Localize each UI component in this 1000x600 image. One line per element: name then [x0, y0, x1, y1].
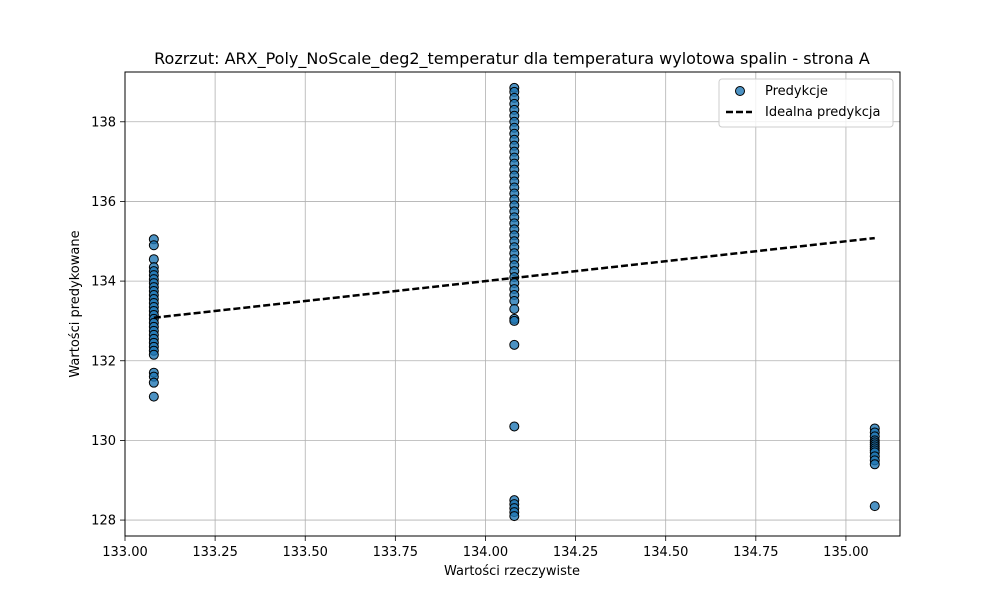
scatter-point	[148, 391, 159, 402]
legend-label-ideal: Idealna predykcja	[765, 105, 881, 120]
legend-label-predictions: Predykcje	[765, 84, 828, 99]
scatter-point	[509, 421, 520, 432]
x-tick-label: 134.75	[733, 545, 779, 560]
x-axis-label: Wartości rzeczywiste	[444, 564, 580, 579]
scatter-point	[148, 349, 159, 360]
legend: Predykcje Idealna predykcja	[718, 78, 894, 128]
y-tick-label: 134	[91, 275, 116, 290]
scatter-point	[148, 240, 159, 251]
axis-ticks: 133.00 133.25 133.50 133.75 134.00 134.25 134.…	[91, 115, 869, 560]
x-tick-label: 135.00	[823, 545, 869, 560]
scatter-point	[509, 339, 520, 350]
scatter-point	[869, 459, 880, 470]
x-tick-label: 133.50	[282, 545, 328, 560]
x-tick-label: 133.25	[192, 545, 238, 560]
scatter-point	[869, 501, 880, 512]
plot-data	[148, 82, 880, 522]
legend-box	[718, 78, 894, 128]
scatter-point	[509, 303, 520, 314]
ideal-prediction-line	[153, 236, 875, 319]
y-tick-label: 130	[91, 434, 116, 449]
x-tick-label: 133.00	[102, 545, 148, 560]
y-tick-label: 132	[91, 354, 116, 369]
x-tick-label: 134.25	[553, 545, 599, 560]
x-tick-label: 134.50	[643, 545, 689, 560]
x-tick-label: 133.75	[373, 545, 419, 560]
y-tick-label: 136	[91, 195, 116, 210]
scatter-point	[509, 315, 520, 326]
y-tick-label: 138	[91, 115, 116, 130]
scatter-point	[509, 511, 520, 522]
y-tick-label: 128	[91, 514, 116, 529]
y-axis-label: Wartości predykowane	[68, 230, 83, 377]
x-tick-label: 134.00	[463, 545, 509, 560]
legend-scatter-marker	[735, 86, 745, 96]
plot-frame	[124, 71, 901, 537]
chart-title: Rozrzut: ARX_Poly_NoScale_deg2_temperatu…	[154, 49, 870, 69]
scatter-point	[148, 377, 159, 388]
